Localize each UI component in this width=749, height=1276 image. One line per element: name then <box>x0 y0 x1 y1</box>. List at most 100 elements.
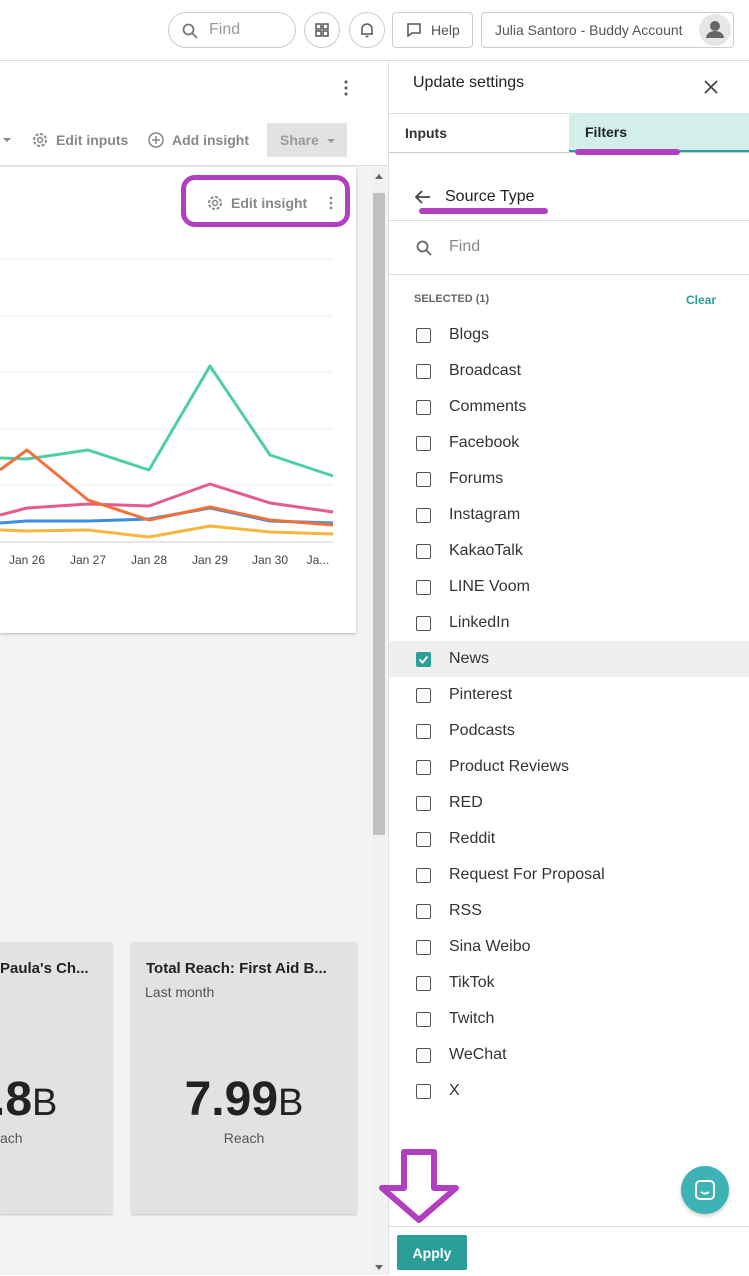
option-row[interactable]: Comments <box>389 389 749 425</box>
x-tick-label: Jan 30 <box>252 553 288 567</box>
checkbox-checked[interactable] <box>416 652 431 667</box>
checkbox[interactable] <box>416 580 431 595</box>
option-row[interactable]: Instagram <box>389 497 749 533</box>
option-row[interactable]: TikTok <box>389 965 749 1001</box>
help-button[interactable]: Help <box>392 12 473 48</box>
card-subtitle: Last month <box>145 984 215 1000</box>
notifications-button[interactable] <box>349 12 385 48</box>
clear-button[interactable]: Clear <box>686 293 717 307</box>
checkbox[interactable] <box>416 904 431 919</box>
scrollbar-thumb[interactable] <box>373 193 385 835</box>
value: .8 <box>0 1073 33 1126</box>
option-label: Instagram <box>449 506 521 523</box>
filter-name: Source Type <box>445 188 535 205</box>
checkbox[interactable] <box>416 472 431 487</box>
apply-label: Apply <box>412 1245 452 1261</box>
option-row[interactable]: Pinterest <box>389 677 749 713</box>
value: 7.99 <box>184 1073 279 1126</box>
checkbox[interactable] <box>416 832 431 847</box>
close-button[interactable] <box>704 80 718 94</box>
checkbox[interactable] <box>416 364 431 379</box>
card-caption: Reach <box>223 1130 265 1146</box>
option-row[interactable]: News <box>389 641 749 677</box>
checkbox[interactable] <box>416 724 431 739</box>
option-row[interactable]: Podcasts <box>389 713 749 749</box>
card-value: .8B <box>0 1072 57 1127</box>
unit: B <box>278 1082 304 1124</box>
checkbox[interactable] <box>416 688 431 703</box>
option-row[interactable]: Broadcast <box>389 353 749 389</box>
tab-inputs[interactable]: Inputs <box>405 125 447 141</box>
checkbox[interactable] <box>416 796 431 811</box>
annotation-arrow <box>379 1149 459 1223</box>
checkbox[interactable] <box>416 400 431 415</box>
option-label: Podcasts <box>449 722 515 739</box>
option-row[interactable]: Reddit <box>389 821 749 857</box>
dashboard-header: Edit inputs Add insight Share <box>0 61 388 166</box>
option-row[interactable]: WeChat <box>389 1037 749 1073</box>
account-name: Julia Santoro - Buddy Account <box>495 22 683 38</box>
chat-icon <box>695 1180 715 1200</box>
selected-count: SELECTED (1) <box>414 293 490 305</box>
option-row[interactable]: RSS <box>389 893 749 929</box>
checkbox[interactable] <box>416 544 431 559</box>
checkbox[interactable] <box>416 1048 431 1063</box>
option-row[interactable]: LINE Voom <box>389 569 749 605</box>
option-row[interactable]: Blogs <box>389 317 749 353</box>
option-row[interactable]: KakaoTalk <box>389 533 749 569</box>
option-row[interactable]: Facebook <box>389 425 749 461</box>
checkbox[interactable] <box>416 328 431 343</box>
checkbox[interactable] <box>416 760 431 775</box>
checkbox[interactable] <box>416 436 431 451</box>
checkbox[interactable] <box>416 616 431 631</box>
apps-button[interactable] <box>304 12 340 48</box>
option-row[interactable]: Product Reviews <box>389 749 749 785</box>
series-line <box>0 524 334 539</box>
edit-insight[interactable]: Edit insight <box>231 195 308 211</box>
scroll-down[interactable] <box>374 1264 384 1272</box>
option-label: WeChat <box>449 1046 507 1063</box>
apply-button[interactable]: Apply <box>397 1235 467 1270</box>
grid-icon <box>315 23 329 37</box>
gear-icon <box>33 133 47 147</box>
checkbox[interactable] <box>416 508 431 523</box>
option-label: News <box>449 650 490 667</box>
option-label: X <box>449 1082 460 1099</box>
help-label: Help <box>431 22 460 38</box>
tab-filters[interactable]: Filters <box>569 113 749 152</box>
checkbox[interactable] <box>416 868 431 883</box>
checkbox[interactable] <box>416 1012 431 1027</box>
checkbox[interactable] <box>416 976 431 991</box>
filter-search[interactable]: Find <box>389 220 749 275</box>
check-mark <box>418 655 429 664</box>
option-row[interactable]: RED <box>389 785 749 821</box>
scroll-up[interactable] <box>374 172 384 180</box>
option-row[interactable]: Request For Proposal <box>389 857 749 893</box>
top-bar <box>0 0 749 61</box>
back-arrow[interactable] <box>415 190 431 204</box>
checkbox[interactable] <box>416 940 431 955</box>
chat-button[interactable] <box>681 1166 729 1214</box>
edit-inputs[interactable]: Edit inputs <box>56 132 129 148</box>
account-button[interactable]: Julia Santoro - Buddy Account <box>481 12 734 48</box>
checkbox[interactable] <box>416 1084 431 1099</box>
dropdown-caret <box>3 138 11 142</box>
option-row[interactable]: X <box>389 1073 749 1109</box>
add-insight[interactable]: Add insight <box>172 132 249 148</box>
annotation-highlight <box>181 175 350 227</box>
option-row[interactable]: Twitch <box>389 1001 749 1037</box>
option-label: RSS <box>449 902 482 919</box>
line-chart: Jan 26 Jan 27 Jan 28 Jan 29 Jan 30 Ja... <box>0 258 334 567</box>
option-row[interactable]: Sina Weibo <box>389 929 749 965</box>
option-label: RED <box>449 794 483 811</box>
card-value: 7.99B <box>131 1072 357 1127</box>
search-box[interactable]: Find <box>168 12 296 48</box>
option-label: Reddit <box>449 830 496 847</box>
gear-icon <box>208 196 222 210</box>
help-icon <box>407 23 421 37</box>
option-row[interactable]: LinkedIn <box>389 605 749 641</box>
option-row[interactable]: Forums <box>389 461 749 497</box>
more-icon[interactable] <box>328 196 334 210</box>
share-button[interactable]: Share <box>267 123 347 157</box>
more-icon[interactable] <box>343 79 349 97</box>
